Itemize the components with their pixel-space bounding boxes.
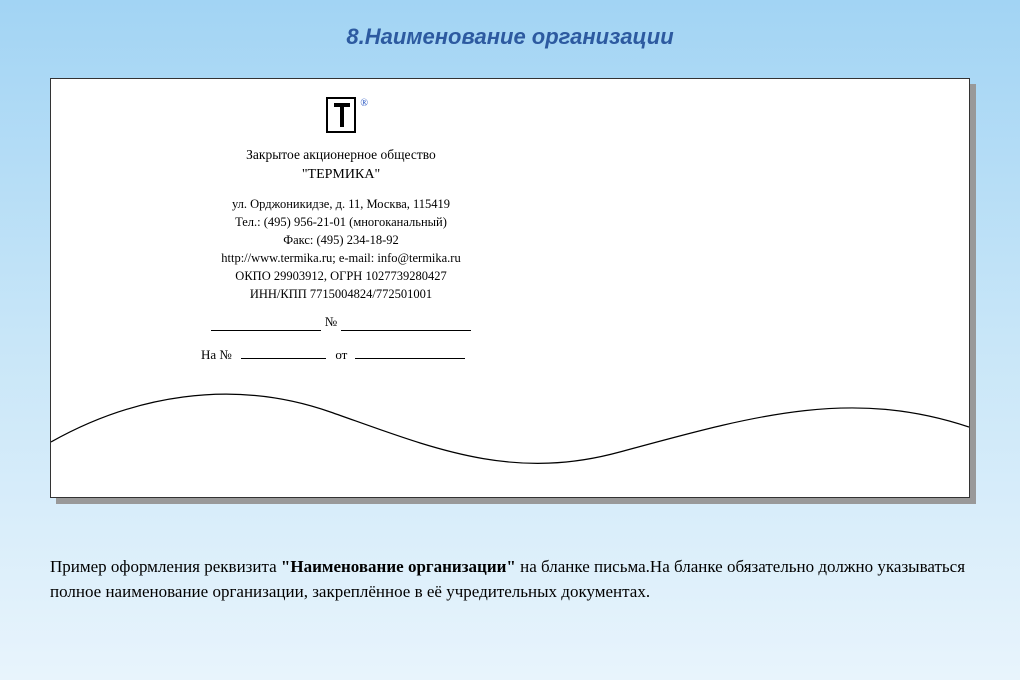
registered-mark: ® xyxy=(360,97,368,111)
okpo-line: ОКПО 29903912, ОГРН 1027739280427 xyxy=(171,267,511,285)
caption-pre: Пример оформления реквизита xyxy=(50,557,281,576)
ref2-blank-1 xyxy=(241,345,326,359)
ref-blank-1 xyxy=(211,317,321,331)
contact-block: ул. Орджоникидзе, д. 11, Москва, 115419 … xyxy=(171,195,511,304)
ref2-blank-2 xyxy=(355,345,465,359)
fax-line: Факс: (495) 234-18-92 xyxy=(171,231,511,249)
caption-bold: "Наименование организации" xyxy=(281,557,516,576)
ref-blank-2 xyxy=(341,317,471,331)
ref-line-1: № xyxy=(171,313,511,331)
web-line: http://www.termika.ru; e-mail: info@term… xyxy=(171,249,511,267)
inn-line: ИНН/КПП 7715004824/772501001 xyxy=(171,285,511,303)
page-tear-wave xyxy=(51,367,969,497)
address-line: ул. Орджоникидзе, д. 11, Москва, 115419 xyxy=(171,195,511,213)
letterhead-block: ® Закрытое акционерное общество "ТЕРМИКА… xyxy=(171,97,511,364)
tel-line: Тел.: (495) 956-21-01 (многоканальный) xyxy=(171,213,511,231)
ref2-ot: от xyxy=(335,347,347,362)
logo-icon xyxy=(326,97,356,133)
caption-text: Пример оформления реквизита "Наименовани… xyxy=(50,555,970,604)
ref-line-2: На № от xyxy=(171,345,511,364)
org-name: "ТЕРМИКА" xyxy=(171,166,511,185)
logo-wrap: ® xyxy=(326,97,356,144)
ref2-prefix: На № xyxy=(201,347,232,362)
document-frame: ® Закрытое акционерное общество "ТЕРМИКА… xyxy=(50,78,970,498)
org-type: Закрытое акционерное общество xyxy=(171,146,511,164)
ref-num-label: № xyxy=(321,313,341,331)
slide-title: 8.Наименование организации xyxy=(0,0,1020,50)
